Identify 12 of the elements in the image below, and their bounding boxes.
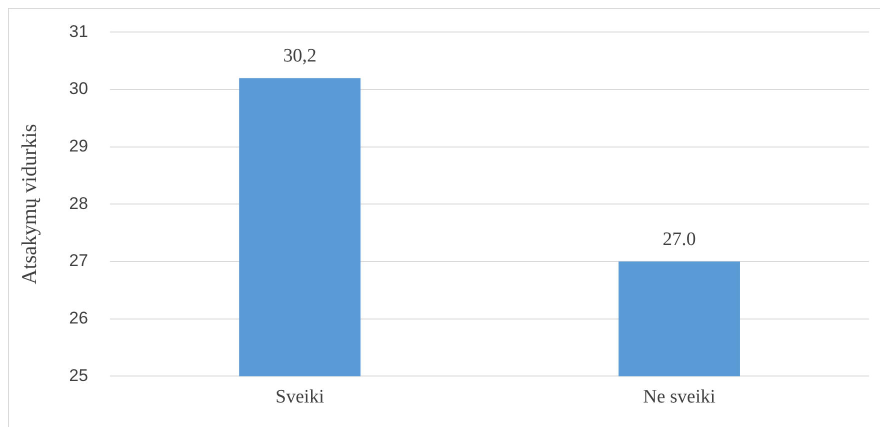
x-tick-label: Sveiki — [276, 386, 324, 408]
data-label: 30,2 — [283, 46, 316, 67]
data-label: 27.0 — [662, 229, 696, 250]
y-tick-label: 25 — [69, 366, 88, 385]
y-tick-label: 28 — [69, 194, 88, 213]
x-tick-label: Ne sveiki — [643, 386, 716, 408]
y-axis-title: Atsakymų vidurkis — [17, 124, 42, 284]
y-tick-label: 31 — [69, 22, 88, 41]
y-tick-label: 27 — [69, 251, 88, 270]
y-tick-label: 26 — [69, 308, 88, 328]
y-tick-label: 29 — [69, 136, 88, 156]
y-tick-label: 30 — [69, 79, 88, 98]
